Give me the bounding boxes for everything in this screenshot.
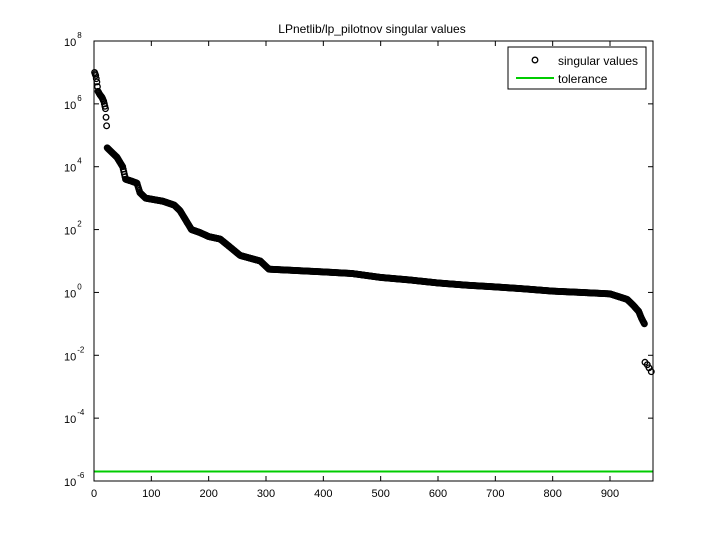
x-tick-label: 100 xyxy=(142,488,160,500)
singular-value-point xyxy=(647,368,655,376)
y-tick-label: 10-2 xyxy=(64,345,85,363)
y-tick-label: 102 xyxy=(64,220,82,238)
x-tick-label: 0 xyxy=(91,488,97,500)
y-tick-label: 108 xyxy=(64,31,82,49)
plot-area xyxy=(94,41,653,481)
legend-box xyxy=(507,46,647,90)
y-tick-label: 100 xyxy=(64,282,82,300)
singular-value-point xyxy=(92,75,100,83)
singular-value-point xyxy=(102,105,109,113)
singular-value-point xyxy=(640,320,648,328)
y-tick-label: 104 xyxy=(64,157,82,175)
x-tick-label: 800 xyxy=(543,488,561,500)
legend-label-singular-values: singular values xyxy=(558,54,638,68)
y-tick-label: 10-6 xyxy=(64,471,85,489)
chart-title: LPnetlib/lp_pilotnov singular values xyxy=(278,22,465,36)
x-tick-label: 600 xyxy=(429,488,447,500)
x-tick-label: 900 xyxy=(601,488,619,500)
axes-box xyxy=(93,40,654,482)
singular-value-point xyxy=(102,113,110,121)
y-tick-label: 106 xyxy=(64,94,82,112)
singular-value-point xyxy=(103,122,111,130)
x-tick-label: 200 xyxy=(199,488,217,500)
x-tick-label: 700 xyxy=(486,488,504,500)
x-tick-label: 300 xyxy=(257,488,275,500)
legend-marker-singular-values xyxy=(531,56,539,64)
x-tick-label: 400 xyxy=(314,488,332,500)
singular-value-point xyxy=(92,72,100,79)
y-tick-label: 10-4 xyxy=(64,408,85,426)
legend-label-tolerance: tolerance xyxy=(558,72,608,86)
x-tick-label: 500 xyxy=(371,488,389,500)
